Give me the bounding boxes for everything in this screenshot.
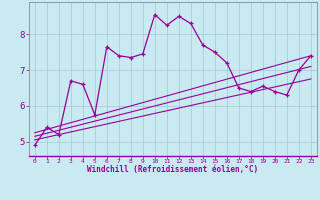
X-axis label: Windchill (Refroidissement éolien,°C): Windchill (Refroidissement éolien,°C) (87, 165, 258, 174)
